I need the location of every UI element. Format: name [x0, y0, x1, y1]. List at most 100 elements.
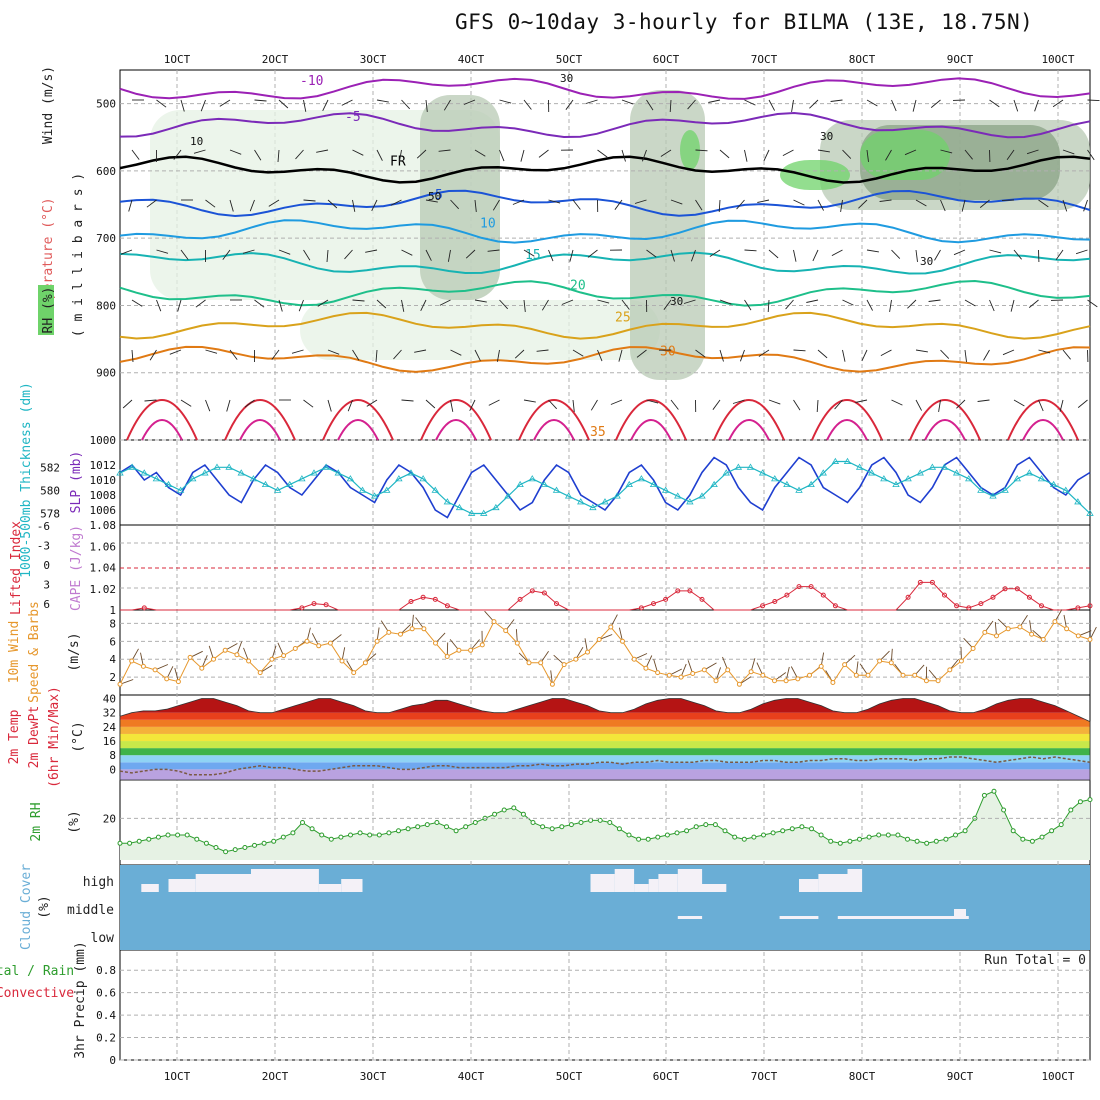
wind10-marker	[970, 646, 976, 651]
high-cloud-block	[634, 884, 649, 892]
wind-barb	[855, 399, 868, 403]
top-date-label: 4OCT	[458, 53, 485, 66]
isotherm-FR	[119, 155, 1091, 184]
wind-barb	[366, 399, 378, 407]
rh2m-marker	[645, 836, 651, 842]
wind10-marker	[1075, 633, 1081, 639]
wind-barb	[322, 99, 329, 111]
wind-barb	[295, 149, 304, 160]
precip-axis-label: 3hr Precip (mm)	[73, 941, 88, 1058]
wind-barb	[646, 399, 659, 404]
rh-shading	[680, 130, 700, 170]
wind-barb	[254, 149, 262, 161]
wind-barb	[327, 349, 340, 355]
thickness-marker	[140, 469, 148, 476]
wind-barb	[940, 149, 953, 154]
rh2m-marker	[741, 836, 747, 842]
thickness-marker	[795, 486, 803, 493]
wind-barb	[326, 249, 329, 263]
wind-barb	[414, 349, 427, 353]
wind10-axis-label: 10m Wind	[7, 621, 22, 684]
wind-barb	[614, 199, 623, 210]
rh2m-marker	[1077, 799, 1083, 805]
wind-barb	[249, 199, 255, 212]
slp-tick-label: 1008	[90, 489, 117, 502]
isotherm-label: -5	[345, 110, 361, 125]
bottom-date-label: 8OCT	[849, 1070, 876, 1083]
thickness-marker	[273, 486, 282, 493]
rh-contour-label: 10	[190, 135, 203, 148]
wind10-marker	[923, 678, 929, 684]
wind-barb	[450, 349, 462, 356]
thickness-marker	[1037, 475, 1046, 482]
wind-barb	[768, 99, 775, 111]
rh-contour-label: 30	[560, 72, 573, 85]
rh2m-marker	[636, 836, 642, 842]
rh2m-marker	[424, 822, 430, 828]
wind10-marker	[947, 667, 953, 673]
wind-barb	[989, 299, 995, 312]
thickness-marker	[225, 463, 233, 470]
wind-barb	[144, 399, 157, 402]
wind-barb	[352, 149, 364, 156]
wind10-marker	[175, 679, 181, 685]
temp2m-axis-label: 2m Temp	[7, 709, 22, 764]
wind-barb	[880, 349, 892, 356]
rh2m-marker	[991, 788, 997, 794]
wind-barb	[732, 399, 745, 404]
wind10-marker	[912, 672, 918, 678]
thickness-marker	[710, 480, 718, 488]
wind10-marker	[748, 669, 754, 675]
wind10-marker	[514, 640, 520, 646]
wind10-marker	[292, 646, 298, 651]
wind-barb	[156, 299, 162, 312]
wind-barb	[352, 299, 365, 302]
thickness-marker	[989, 492, 997, 499]
wind10-marker	[1087, 637, 1093, 642]
wind-barb	[758, 349, 770, 357]
wind-barb	[940, 199, 946, 212]
rh2m-marker	[309, 826, 315, 832]
rh2m-marker	[828, 838, 834, 844]
thickness-tick-label: 582	[40, 461, 60, 474]
rh2m-marker	[530, 820, 536, 825]
rh2m-marker	[885, 832, 891, 838]
wind-barb	[219, 99, 231, 107]
wind-barb	[401, 399, 414, 402]
cape-tick-label: 1.06	[90, 540, 117, 553]
wind-barb	[1028, 299, 1039, 308]
wind-barb	[1013, 99, 1019, 112]
wind-barb	[352, 349, 360, 361]
rh2m-marker	[175, 832, 181, 838]
thickness-marker	[383, 486, 391, 493]
mid-cloud-block	[779, 916, 819, 919]
cape-marker	[820, 592, 826, 598]
wind10-marker	[456, 647, 462, 653]
isotherm-label: 35	[590, 425, 606, 440]
wind-barb	[961, 199, 966, 212]
cape-marker	[517, 596, 523, 602]
wind-barb	[636, 349, 647, 358]
high-cloud-block	[658, 874, 678, 892]
dew2m-axis-label: 2m DewPt	[27, 706, 42, 769]
wind-barb	[979, 199, 990, 208]
thickness-marker	[916, 469, 924, 476]
wind-barb	[830, 99, 843, 102]
cape-marker	[541, 590, 547, 596]
high-cloud-block	[847, 869, 863, 892]
wind-barb	[1002, 349, 1015, 356]
wind-barb	[352, 199, 356, 212]
rh-axis-label: RH (%)	[41, 287, 56, 334]
isotherm-5	[119, 189, 1091, 218]
wind-barb	[376, 99, 389, 103]
wind-barb	[180, 249, 189, 260]
wind-barb	[474, 299, 487, 303]
wind-barb	[816, 399, 819, 413]
thickness-marker	[395, 475, 403, 482]
wind-barb	[205, 399, 211, 412]
wind-barb	[416, 149, 427, 159]
rh2m-marker	[1087, 797, 1093, 803]
wind10-marker	[994, 633, 999, 639]
wind-barb	[912, 99, 917, 112]
wind-barb	[347, 399, 353, 412]
